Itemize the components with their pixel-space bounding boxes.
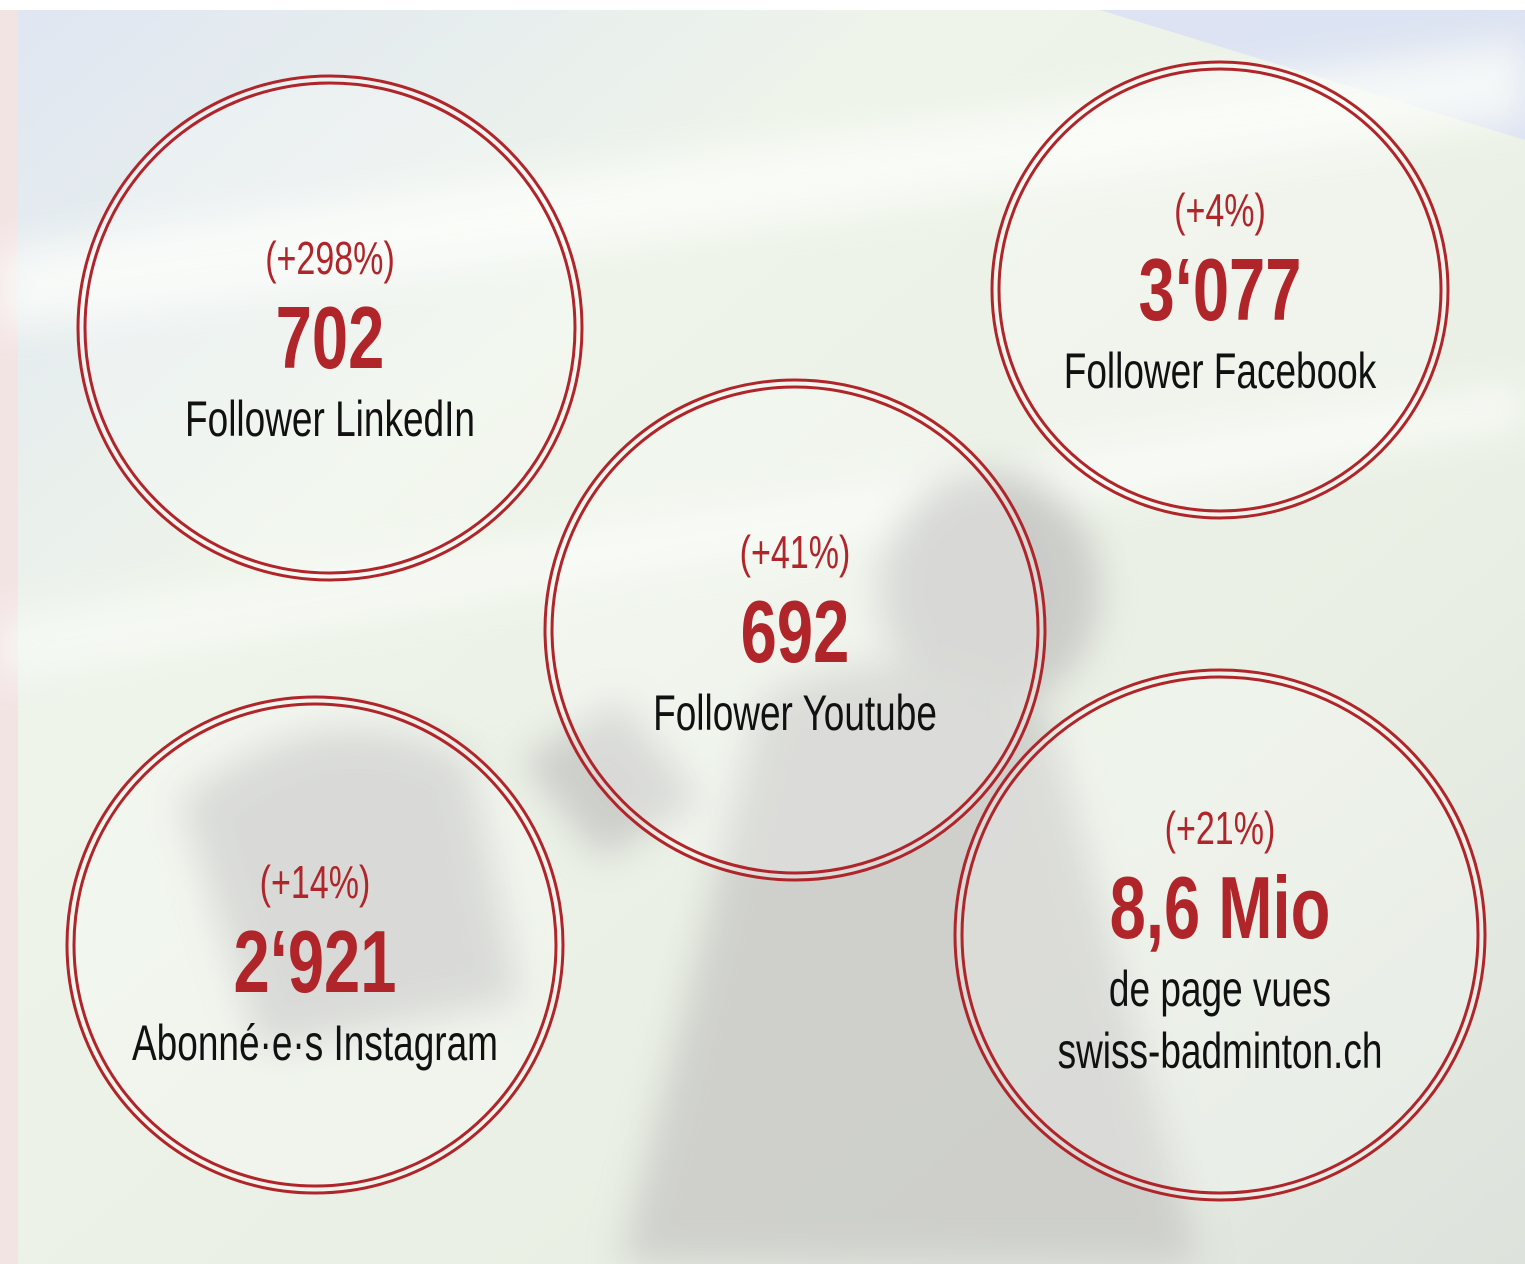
- stat-label: Follower Youtube: [653, 686, 937, 742]
- stat-change: (+14%): [260, 856, 371, 908]
- stat-change: (+298%): [265, 232, 395, 284]
- stat-value: 702: [276, 290, 385, 388]
- stat-change: (+41%): [740, 526, 851, 578]
- stat-label: de page vues: [1109, 962, 1331, 1018]
- stat-label: Follower Facebook: [1064, 344, 1377, 400]
- stat-label: Abonné·e·s Instagram: [132, 1016, 498, 1072]
- stat-value: 3‘077: [1139, 242, 1302, 340]
- stat-change: (+21%): [1165, 802, 1276, 854]
- stat-label: swiss-badminton.ch: [1058, 1024, 1383, 1080]
- stat-label: Follower LinkedIn: [185, 392, 475, 448]
- infographic: (+298%)702Follower LinkedIn(+4%)3‘077Fol…: [0, 0, 1525, 1264]
- stat-value: 2‘921: [234, 914, 397, 1012]
- stat-value: 8,6 Mio: [1110, 860, 1331, 958]
- stat-value: 692: [741, 584, 850, 682]
- stat-change: (+4%): [1174, 184, 1266, 236]
